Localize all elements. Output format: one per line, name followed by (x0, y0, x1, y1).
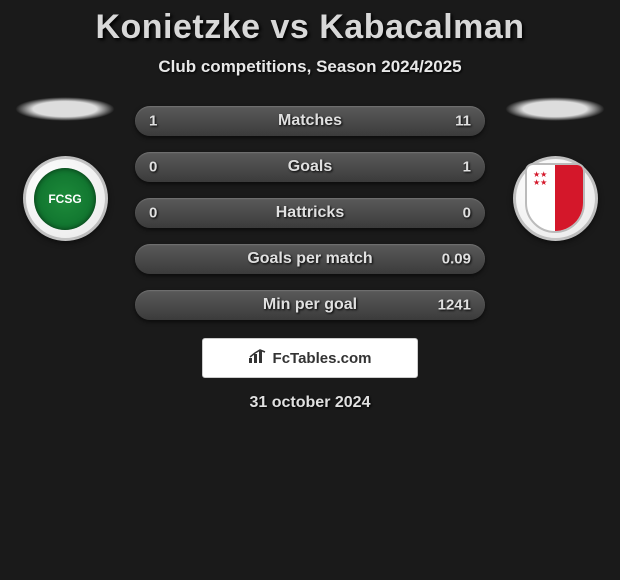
stat-label: Matches (278, 112, 342, 130)
right-shadow (505, 97, 605, 121)
left-shadow (15, 97, 115, 121)
sion-stars: ★★★★ (533, 171, 547, 187)
brand-text: FcTables.com (273, 350, 372, 367)
stat-label: Hattricks (276, 204, 344, 222)
sion-shield: ★★★★ (525, 163, 585, 233)
stat-right-value: 0 (463, 205, 471, 222)
page-title: Konietzke vs Kabacalman (0, 8, 620, 47)
stat-left-value: 1 (149, 113, 157, 130)
stat-right-value: 11 (455, 113, 471, 130)
stat-label: Goals (288, 158, 332, 176)
fcsg-logo: FCSG (34, 168, 96, 230)
stats-column: 1 Matches 11 0 Goals 1 0 Hattricks 0 Goa… (135, 106, 485, 320)
stat-right-value: 1241 (438, 297, 471, 314)
brand-card: FcTables.com (202, 338, 418, 378)
stat-row-hattricks: 0 Hattricks 0 (135, 198, 485, 228)
sion-red (555, 165, 583, 231)
left-club-badge: FCSG (23, 156, 108, 241)
stat-right-value: 1 (463, 159, 471, 176)
right-club-col: ★★★★ (505, 97, 605, 241)
right-club-badge: ★★★★ (513, 156, 598, 241)
stat-label: Min per goal (263, 296, 357, 314)
left-club-col: FCSG (15, 97, 115, 241)
stat-row-matches: 1 Matches 11 (135, 106, 485, 136)
stat-row-mpg: Min per goal 1241 (135, 290, 485, 320)
date-line: 31 october 2024 (0, 394, 620, 412)
stat-row-goals: 0 Goals 1 (135, 152, 485, 182)
stat-left-value: 0 (149, 205, 157, 222)
stat-row-gpm: Goals per match 0.09 (135, 244, 485, 274)
stat-left-value: 0 (149, 159, 157, 176)
stat-right-value: 0.09 (442, 251, 471, 268)
comparison-card: Konietzke vs Kabacalman Club competition… (0, 0, 620, 580)
main-row: FCSG 1 Matches 11 0 Goals 1 0 Hattricks … (0, 97, 620, 320)
sion-logo: ★★★★ (525, 163, 585, 235)
page-subtitle: Club competitions, Season 2024/2025 (0, 57, 620, 77)
chart-icon (249, 349, 267, 368)
stat-label: Goals per match (247, 250, 372, 268)
